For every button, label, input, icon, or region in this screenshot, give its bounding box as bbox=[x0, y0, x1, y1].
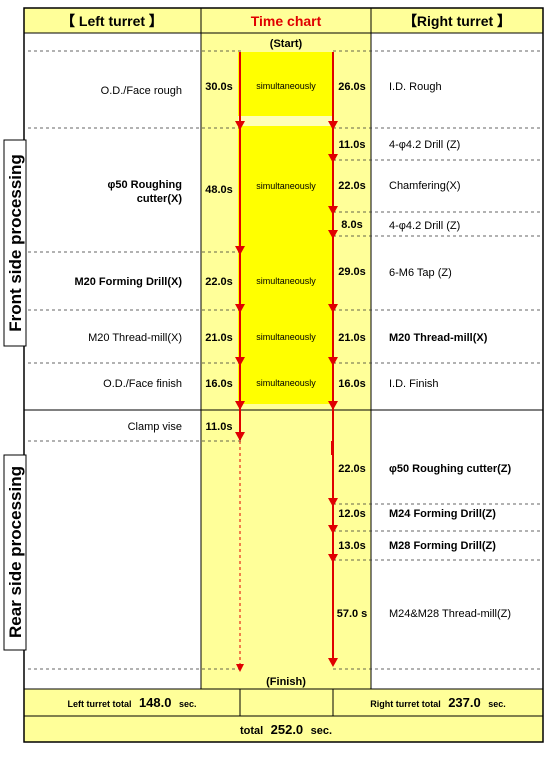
simultaneous-label-2: simultaneously bbox=[256, 181, 316, 191]
grand-total: total 252.0 sec. bbox=[240, 721, 332, 738]
left-op-2-label-line1: φ50 Roughing bbox=[108, 179, 182, 191]
left-total: Left turret total 148.0 sec. bbox=[68, 694, 197, 711]
simultaneous-label-1: simultaneously bbox=[256, 81, 316, 91]
right-op-5-time: 29.0s bbox=[338, 266, 366, 278]
right-op-10-label: M28 Forming Drill(Z) bbox=[389, 540, 496, 552]
right-op-5-label: 6-M6 Tap (Z) bbox=[389, 267, 452, 279]
right-op-9-label: M24 Forming Drill(Z) bbox=[389, 508, 496, 520]
right-op-11-label: M24&M28 Thread-mill(Z) bbox=[389, 608, 511, 620]
left-arrowhead-5 bbox=[235, 401, 245, 410]
right-op-10-time: 13.0s bbox=[338, 540, 366, 552]
right-op-11-time: 57.0 s bbox=[337, 608, 368, 620]
clamp-vise-marker bbox=[235, 430, 333, 455]
right-arrowhead-7 bbox=[328, 401, 338, 410]
left-total-unit: sec. bbox=[179, 699, 197, 709]
right-op-3-label: Chamfering(X) bbox=[389, 180, 461, 192]
right-arrowhead-10 bbox=[328, 554, 338, 563]
grand-total-value: 252.0 bbox=[271, 722, 304, 737]
right-dashed-lines bbox=[333, 50, 540, 670]
left-op-6-label: Clamp vise bbox=[128, 421, 182, 433]
left-op-1-time: 30.0s bbox=[205, 81, 233, 93]
right-total-unit: sec. bbox=[488, 699, 506, 709]
right-op-2-label: 4-φ4.2 Drill (Z) bbox=[389, 139, 460, 151]
right-op-1-label: I.D. Rough bbox=[389, 81, 442, 93]
simultaneous-label-3: simultaneously bbox=[256, 276, 316, 286]
right-total: Right turret total 237.0 sec. bbox=[370, 694, 505, 711]
transition-band bbox=[238, 116, 333, 126]
left-dashed-lines bbox=[28, 50, 244, 670]
front-side-label-box: Front side processing bbox=[3, 139, 27, 347]
simultaneous-label-5: simultaneously bbox=[256, 378, 316, 388]
right-op-9-time: 12.0s bbox=[338, 508, 366, 520]
outer-frame bbox=[23, 7, 544, 743]
front-side-label: Front side processing bbox=[6, 154, 25, 332]
left-arrowhead-6 bbox=[236, 664, 244, 672]
rear-side-label: Rear side processing bbox=[6, 466, 25, 638]
left-op-6-time: 11.0s bbox=[206, 421, 233, 433]
right-arrowhead-11 bbox=[328, 658, 338, 667]
simultaneous-label-4: simultaneously bbox=[256, 332, 316, 342]
header-right-turret: 【Right turret 】 bbox=[403, 13, 511, 29]
right-arrowhead-6 bbox=[328, 357, 338, 366]
left-op-1-label: O.D./Face rough bbox=[101, 85, 182, 97]
left-arrowhead-1 bbox=[235, 121, 245, 130]
right-op-7-time: 16.0s bbox=[338, 378, 366, 390]
right-total-value: 237.0 bbox=[448, 695, 481, 710]
finish-label: (Finish) bbox=[266, 676, 306, 688]
right-op-2-time: 11.0s bbox=[339, 139, 366, 151]
simultaneous-block bbox=[238, 52, 333, 404]
left-total-value: 148.0 bbox=[139, 695, 172, 710]
right-arrowhead-9 bbox=[328, 525, 338, 534]
header-left-turret: 【 Left turret 】 bbox=[61, 13, 163, 29]
grand-total-unit: sec. bbox=[311, 725, 332, 737]
left-arrowhead-4 bbox=[235, 357, 245, 366]
right-op-7-label: I.D. Finish bbox=[389, 378, 439, 390]
right-arrowhead-3 bbox=[328, 206, 338, 215]
left-op-5-label: O.D./Face finish bbox=[103, 378, 182, 390]
start-label: (Start) bbox=[270, 38, 303, 50]
right-op-3-time: 22.0s bbox=[338, 180, 366, 192]
right-op-6-label: M20 Thread-mill(X) bbox=[389, 332, 488, 344]
left-op-4-label: M20 Thread-mill(X) bbox=[88, 332, 182, 344]
right-arrowhead-8 bbox=[328, 498, 338, 507]
left-op-3-label: M20 Forming Drill(X) bbox=[74, 276, 182, 288]
left-op-2-time: 48.0s bbox=[205, 184, 233, 196]
header-time-chart: Time chart bbox=[251, 13, 322, 29]
left-op-5-time: 16.0s bbox=[205, 378, 233, 390]
right-op-8-time: 22.0s bbox=[338, 463, 366, 475]
right-arrowhead-2 bbox=[328, 154, 338, 163]
right-arrowhead-5 bbox=[328, 304, 338, 313]
right-total-label: Right turret total bbox=[370, 699, 441, 709]
right-op-6-time: 21.0s bbox=[338, 332, 366, 344]
rear-side-label-box: Rear side processing bbox=[3, 454, 27, 651]
right-op-4-time: 8.0s bbox=[341, 219, 362, 231]
left-arrowhead-3 bbox=[235, 304, 245, 313]
header-bg bbox=[24, 8, 543, 33]
grand-total-label: total bbox=[240, 725, 263, 737]
right-arrowhead-1 bbox=[328, 121, 338, 130]
left-op-2-label-line2: cutter(X) bbox=[137, 193, 183, 205]
right-op-8-label: φ50 Roughing cutter(Z) bbox=[389, 463, 511, 475]
left-arrowheads bbox=[235, 121, 245, 672]
right-arrowheads bbox=[328, 121, 338, 667]
left-op-4-time: 21.0s bbox=[205, 332, 233, 344]
left-op-3-time: 22.0s bbox=[205, 276, 233, 288]
right-op-4-label: 4-φ4.2 Drill (Z) bbox=[389, 220, 460, 232]
right-arrowhead-4 bbox=[328, 230, 338, 239]
left-arrowhead-2 bbox=[235, 246, 245, 255]
right-op-1-time: 26.0s bbox=[338, 81, 366, 93]
left-total-label: Left turret total bbox=[68, 699, 132, 709]
